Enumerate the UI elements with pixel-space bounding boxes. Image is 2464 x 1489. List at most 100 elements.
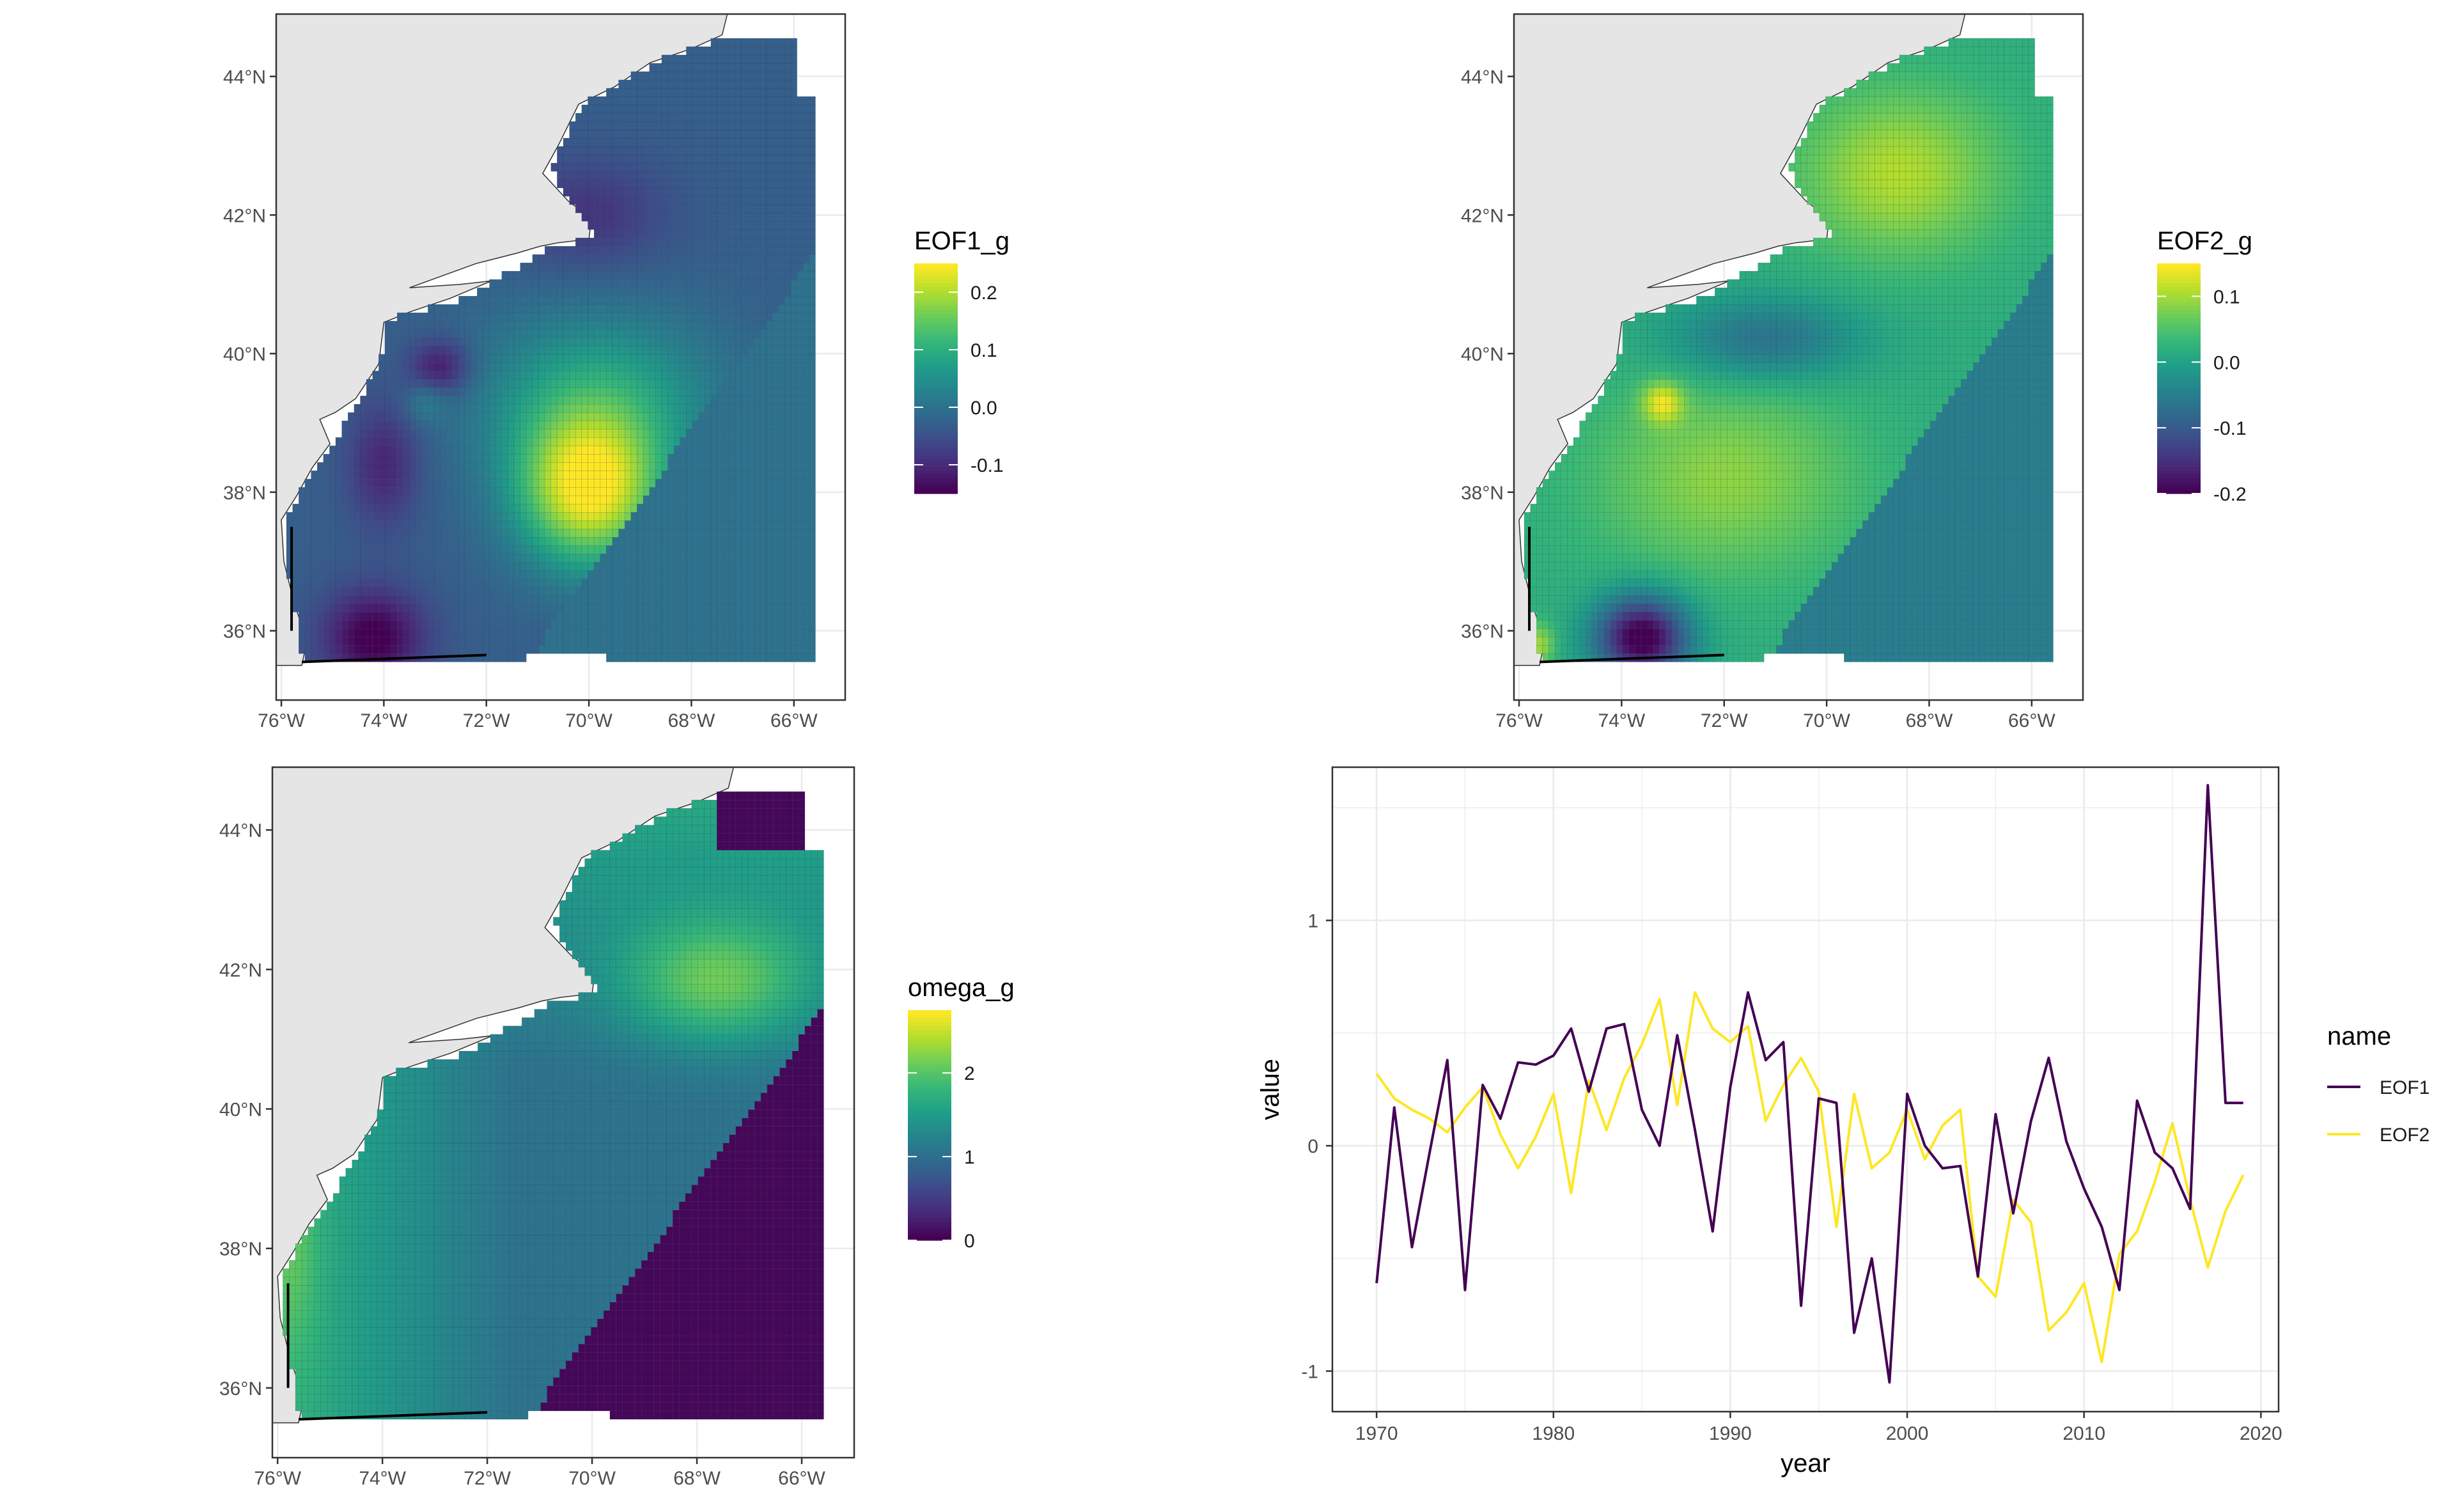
grid-cell — [655, 146, 662, 155]
grid-cell — [606, 479, 613, 488]
grid-cell — [464, 637, 471, 646]
grid-cell — [354, 612, 361, 621]
grid-cell — [477, 379, 484, 388]
grid-cell — [625, 304, 632, 313]
grid-cell — [722, 88, 729, 97]
grid-cell — [495, 412, 502, 421]
grid-cell — [784, 262, 791, 272]
grid-cell — [803, 537, 810, 546]
grid-cell — [729, 270, 736, 280]
grid-cell — [421, 437, 428, 446]
grid-cell — [735, 579, 742, 588]
grid-cell — [563, 595, 570, 604]
grid-cell — [304, 504, 311, 513]
grid-cell — [803, 295, 810, 305]
grid-cell — [316, 504, 324, 513]
grid-cell — [606, 129, 613, 139]
grid-cell — [772, 512, 779, 521]
grid-cell — [674, 246, 680, 255]
grid-cell — [722, 495, 729, 504]
grid-cell — [372, 487, 379, 496]
grid-cell — [674, 221, 680, 230]
grid-cell — [588, 462, 595, 471]
grid-cell — [335, 587, 342, 596]
grid-cell — [790, 537, 797, 546]
grid-cell — [513, 421, 520, 430]
grid-cell — [483, 562, 490, 571]
grid-cell — [643, 287, 650, 297]
grid-cell — [784, 454, 791, 463]
grid-cell — [495, 653, 502, 662]
grid-cell — [581, 237, 588, 247]
grid-cell — [483, 404, 490, 413]
grid-cell — [625, 113, 632, 122]
grid-cell — [803, 628, 810, 637]
grid-cell — [354, 437, 361, 446]
grid-cell — [772, 421, 779, 430]
grid-cell — [593, 446, 600, 455]
grid-cell — [1678, 645, 1685, 654]
grid-cell — [741, 628, 748, 637]
grid-cell — [741, 38, 748, 47]
grid-cell — [538, 345, 545, 355]
grid-cell — [698, 121, 705, 130]
grid-cell — [692, 63, 699, 72]
grid-cell — [550, 562, 558, 571]
grid-cell — [674, 421, 680, 430]
grid-cell — [600, 404, 607, 413]
grid-cell — [747, 237, 754, 247]
grid-cell — [588, 479, 595, 488]
grid-cell — [710, 570, 717, 579]
grid-cell — [600, 237, 607, 247]
grid-cell — [760, 354, 767, 363]
grid-cell — [735, 212, 742, 222]
grid-cell — [569, 645, 576, 654]
grid-cell — [2034, 645, 2041, 654]
grid-cell — [667, 362, 674, 371]
grid-cell — [717, 587, 724, 596]
grid-cell — [292, 504, 299, 513]
grid-cell — [747, 204, 754, 214]
grid-cell — [667, 329, 674, 338]
grid-cell — [625, 554, 632, 563]
grid-cell — [790, 637, 797, 646]
grid-cell — [452, 512, 459, 521]
grid-cell — [655, 479, 662, 488]
grid-cell — [581, 204, 588, 214]
grid-cell — [495, 304, 502, 313]
grid-cell — [667, 154, 674, 164]
grid-cell — [593, 645, 600, 654]
grid-cell — [606, 154, 613, 164]
grid-cell — [575, 512, 582, 521]
grid-cell — [667, 196, 674, 205]
grid-cell — [520, 454, 527, 463]
grid-cell — [729, 137, 736, 147]
grid-cell — [513, 645, 520, 654]
grid-cell — [747, 162, 754, 172]
grid-cell — [741, 287, 748, 297]
grid-cell — [784, 204, 791, 214]
grid-cell — [495, 429, 502, 438]
grid-cell — [1948, 637, 1955, 646]
grid-cell — [550, 304, 558, 313]
grid-cell — [790, 595, 797, 604]
grid-cell — [329, 604, 336, 612]
grid-cell — [667, 229, 674, 238]
grid-cell — [674, 312, 680, 322]
grid-cell — [563, 287, 570, 297]
grid-cell — [692, 362, 699, 371]
grid-cell — [698, 312, 705, 322]
grid-cell — [409, 479, 416, 488]
colorbar-segment — [914, 394, 958, 398]
grid-cell — [508, 362, 515, 371]
grid-cell — [544, 504, 551, 513]
grid-cell — [705, 520, 712, 529]
grid-cell — [680, 196, 687, 205]
grid-cell — [747, 454, 754, 463]
grid-cell — [557, 504, 564, 513]
grid-cell — [797, 337, 804, 347]
grid-cell — [433, 537, 441, 546]
grid-cell — [471, 520, 478, 529]
grid-cell — [722, 545, 729, 554]
grid-cell — [433, 446, 441, 455]
